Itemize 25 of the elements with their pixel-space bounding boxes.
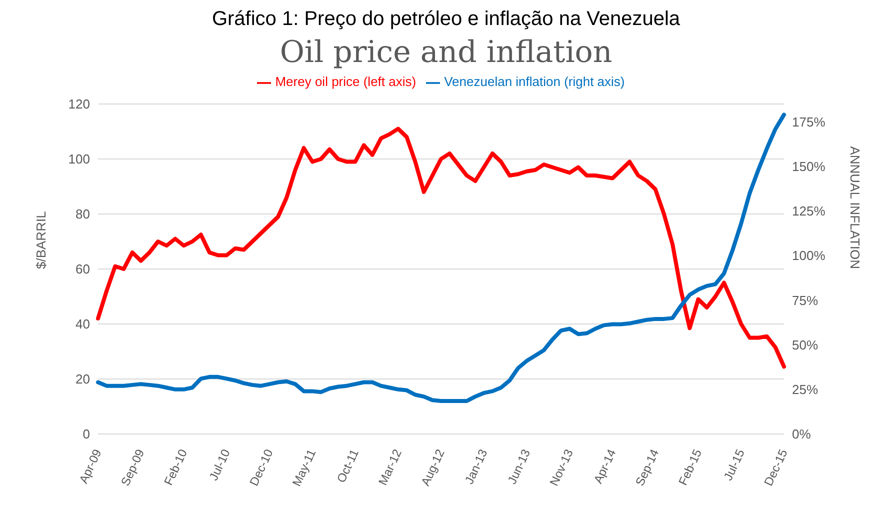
- y-tick-label: 0: [82, 426, 90, 442]
- line-series: [96, 126, 786, 369]
- y2-axis-title: ANNUAL INFLATION: [847, 146, 862, 269]
- x-tick-label: Jul-15: [720, 446, 748, 483]
- y-axis-title: $/BARRIL: [34, 211, 49, 269]
- y-tick-label: 40: [76, 316, 90, 332]
- y2-tick-label: 150%: [792, 159, 826, 174]
- y-tick-label: 60: [76, 262, 90, 277]
- y2-tick-label: 50%: [792, 337, 818, 352]
- y-tick-label: 80: [76, 206, 90, 222]
- y2-tick-label: 125%: [792, 204, 826, 219]
- legend-label: Merey oil price (left axis): [275, 74, 416, 89]
- x-tick-label: Jul-10: [206, 446, 234, 483]
- legend-label: Venezuelan inflation (right axis): [444, 74, 625, 89]
- y2-tick-label: 75%: [792, 292, 818, 308]
- y-tick-label: 120: [68, 96, 90, 112]
- y-tick-label: 20: [76, 372, 90, 387]
- y2-tick-label: 175%: [792, 114, 826, 130]
- chart-title: Gráfico 1: Preço do petróleo e inflação na Venezuela: [210, 8, 682, 31]
- y2-tick-label: 0%: [792, 426, 812, 442]
- y2-tick-label: 100%: [792, 248, 826, 264]
- y-tick-label: 100: [68, 152, 90, 167]
- line-series: [96, 112, 786, 403]
- chart-subtitle: Oil price and inflation: [278, 35, 614, 70]
- y2-tick-label: 25%: [792, 382, 818, 398]
